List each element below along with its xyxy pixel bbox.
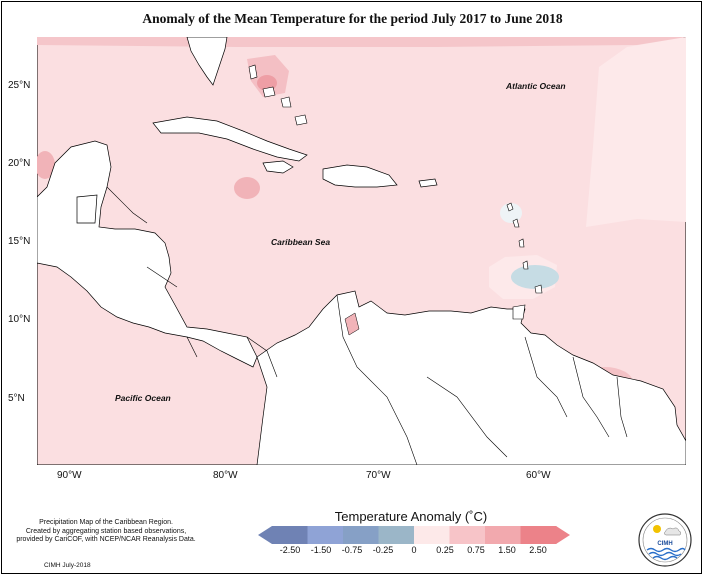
land-antilles-2 xyxy=(512,218,520,228)
anomaly-zone-light-leeward xyxy=(500,203,522,223)
land-bahamas-3 xyxy=(280,96,292,108)
lake-maracaibo xyxy=(344,312,360,336)
legend-label: 0.75 xyxy=(467,545,485,555)
legend-swatch xyxy=(414,526,450,544)
logo-text: CIMH xyxy=(657,541,672,547)
legend-arrow-high xyxy=(556,526,570,544)
map-title: Anomaly of the Mean Temperature for the … xyxy=(142,11,563,26)
land-puerto-rico xyxy=(418,178,438,188)
anomaly-zone-cool-antilles xyxy=(511,265,559,289)
lat-tick-20n: 20°N xyxy=(8,158,31,169)
wave-icon-2 xyxy=(648,551,682,557)
land-bahamas-2 xyxy=(262,86,276,98)
lon-tick-80w: 80°W xyxy=(213,470,238,481)
legend-swatch xyxy=(307,526,344,544)
legend-swatch xyxy=(272,526,308,544)
label-atlantic-ocean: Atlantic Ocean xyxy=(505,81,566,91)
lat-tick-5n: 5°N xyxy=(8,393,25,404)
label-caribbean-sea: Caribbean Sea xyxy=(271,237,330,247)
note-line-3: provided by CariCOF, with NCEP/NCAR Rean… xyxy=(16,536,196,543)
legend-colorbar xyxy=(258,526,570,544)
legend-label: -0.25 xyxy=(372,545,394,555)
legend-label: -2.50 xyxy=(279,545,301,555)
lat-tick-10n: 10°N xyxy=(8,314,31,325)
cimh-logo: CIMH xyxy=(638,513,692,567)
land-jamaica xyxy=(262,160,294,174)
lon-tick-60w: 60°W xyxy=(526,470,551,481)
lat-tick-25n: 25°N xyxy=(8,80,31,91)
note-line-1: Precipitation Map of the Caribbean Regio… xyxy=(39,519,173,526)
legend-swatch xyxy=(520,526,557,544)
land-florida xyxy=(186,37,228,86)
logo-ring xyxy=(638,513,692,567)
land-antilles-3 xyxy=(518,238,525,248)
land-antilles-1 xyxy=(506,202,514,212)
wave-icon-3 xyxy=(652,555,678,561)
legend-label: 1.50 xyxy=(498,545,516,555)
map-notes: Precipitation Map of the Caribbean Regio… xyxy=(16,519,196,545)
legend-label: -1.50 xyxy=(310,545,332,555)
lat-tick-15n: 15°N xyxy=(8,236,31,247)
land-belize xyxy=(76,194,98,224)
anomaly-map: Atlantic Ocean Caribbean Sea Pacific Oce… xyxy=(37,37,686,465)
anomaly-zone-light-east xyxy=(586,37,686,227)
land-hispaniola xyxy=(322,164,398,188)
logo-inner-ring xyxy=(642,517,688,563)
land-trinidad xyxy=(512,304,526,320)
cloud-icon xyxy=(663,527,682,536)
legend-arrow-low xyxy=(258,526,272,544)
land-antilles-4 xyxy=(522,260,529,270)
legend-label: 2.50 xyxy=(529,545,547,555)
legend-label: 0.25 xyxy=(436,545,454,555)
legend-label: -0.75 xyxy=(341,545,363,555)
legend-title: Temperature Anomaly (˚C) xyxy=(334,509,488,524)
legend-swatch xyxy=(449,526,486,544)
land-barbados xyxy=(534,284,543,294)
wave-icon xyxy=(646,547,686,553)
legend-swatch xyxy=(378,526,415,544)
legend-label: 0 xyxy=(411,545,417,555)
sun-icon xyxy=(653,525,661,533)
lon-tick-70w: 70°W xyxy=(366,470,391,481)
land-cuba xyxy=(152,116,308,162)
legend-swatch xyxy=(343,526,379,544)
anomaly-zone-warm-jamaica xyxy=(234,177,260,199)
country-borders xyxy=(106,186,628,465)
land-bahamas-4 xyxy=(294,114,308,126)
lon-tick-90w: 90°W xyxy=(57,470,82,481)
note-line-2: Created by aggregating station based obs… xyxy=(25,527,187,535)
label-pacific-ocean: Pacific Ocean xyxy=(115,393,171,403)
land-bahamas-1 xyxy=(248,64,258,80)
anomaly-zone-warm-yucatan xyxy=(37,151,55,179)
map-credit: CIMH July-2018 xyxy=(44,562,91,569)
legend-swatch xyxy=(485,526,521,544)
